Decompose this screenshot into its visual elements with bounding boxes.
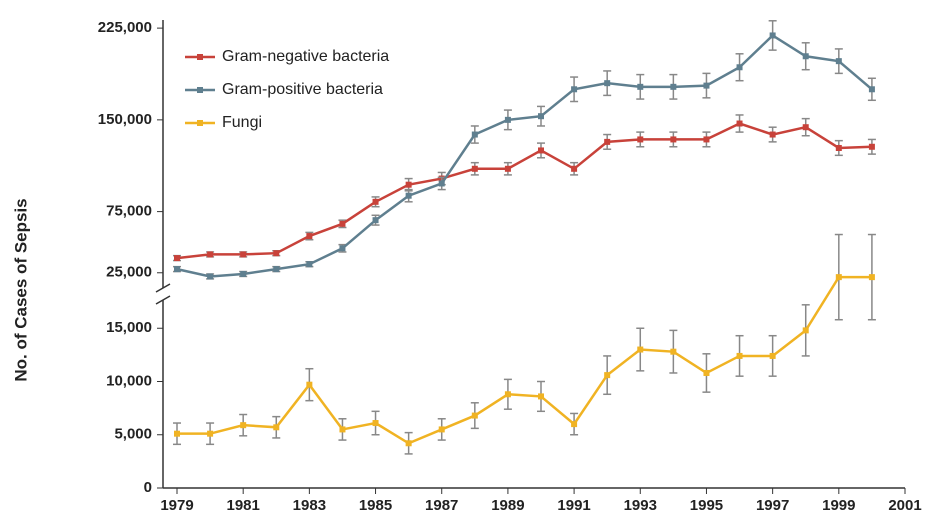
- data-point: [405, 181, 412, 188]
- legend-label: Fungi: [222, 114, 262, 131]
- data-point: [538, 147, 544, 154]
- data-point: [769, 352, 776, 359]
- data-point: [868, 274, 875, 281]
- data-point: [604, 372, 611, 379]
- series-line: [177, 275, 872, 445]
- data-point: [207, 273, 214, 280]
- data-point: [372, 198, 379, 205]
- x-tick-label: 1989: [491, 497, 524, 514]
- data-point: [471, 412, 478, 419]
- data-point: [571, 421, 578, 428]
- data-point: [504, 391, 511, 398]
- y-tick-label: 5,000: [114, 426, 152, 443]
- legend-label: Gram-positive bacteria: [222, 81, 383, 98]
- y-tick-label: 225,000: [98, 19, 152, 36]
- data-point: [802, 124, 809, 131]
- data-point: [670, 348, 677, 355]
- data-point: [339, 220, 346, 227]
- data-point: [240, 422, 247, 429]
- y-axis-label: No. of Cases of Sepsis: [11, 198, 30, 381]
- data-point: [604, 80, 611, 87]
- data-point: [769, 32, 776, 39]
- data-point: [703, 136, 710, 143]
- x-tick-label: 1983: [293, 497, 326, 514]
- data-point: [802, 327, 809, 334]
- data-point: [637, 83, 644, 90]
- data-point: [306, 233, 313, 240]
- data-point: [240, 270, 247, 277]
- data-point: [637, 346, 644, 353]
- data-point: [339, 245, 346, 252]
- y-tick-label: 0: [144, 479, 152, 496]
- data-point: [405, 440, 412, 447]
- data-point: [802, 53, 809, 60]
- data-point: [604, 138, 611, 145]
- axis-break: [155, 283, 171, 293]
- data-point: [339, 426, 346, 433]
- data-point: [736, 64, 743, 71]
- data-point: [835, 274, 842, 281]
- data-point: [471, 165, 478, 172]
- y-tick-label: 75,000: [106, 203, 152, 220]
- data-point: [835, 144, 842, 151]
- data-point: [372, 217, 379, 224]
- data-point: [703, 369, 710, 376]
- data-point: [571, 86, 578, 93]
- x-tick-label: 1987: [425, 497, 458, 514]
- data-point: [637, 136, 644, 143]
- x-tick-label: 1985: [359, 497, 392, 514]
- data-point: [868, 86, 875, 93]
- data-point: [273, 424, 280, 431]
- legend-marker: [197, 120, 203, 126]
- x-tick-label: 2001: [888, 497, 921, 514]
- y-tick-label: 25,000: [106, 264, 152, 281]
- data-point: [736, 120, 743, 127]
- x-tick-label: 1993: [624, 497, 657, 514]
- data-point: [703, 82, 710, 89]
- data-point: [306, 381, 313, 388]
- legend-marker: [197, 87, 203, 93]
- data-point: [571, 165, 578, 172]
- data-point: [306, 261, 313, 268]
- legend-label: Gram-negative bacteria: [222, 48, 389, 65]
- data-point: [405, 192, 412, 199]
- data-point: [736, 352, 743, 359]
- x-tick-label: 1999: [822, 497, 855, 514]
- data-point: [207, 251, 214, 258]
- data-point: [174, 255, 180, 262]
- y-tick-label: 150,000: [98, 111, 152, 128]
- data-point: [207, 430, 214, 437]
- series-line: [176, 122, 872, 260]
- y-tick-label: 15,000: [106, 319, 152, 336]
- data-point: [174, 430, 180, 437]
- data-point: [504, 116, 511, 123]
- x-tick-label: 1979: [160, 497, 193, 514]
- x-tick-label: 1995: [690, 497, 723, 514]
- data-point: [240, 251, 247, 258]
- data-point: [504, 165, 511, 172]
- data-point: [769, 131, 776, 138]
- data-point: [538, 113, 544, 120]
- x-tick-label: 1981: [226, 497, 259, 514]
- data-point: [174, 266, 180, 273]
- x-tick-label: 1991: [557, 497, 590, 514]
- data-point: [670, 136, 677, 143]
- series-line: [176, 33, 873, 278]
- y-tick-label: 10,000: [106, 372, 152, 389]
- data-point: [471, 131, 478, 138]
- data-point: [273, 250, 280, 257]
- data-point: [438, 426, 445, 433]
- x-tick-label: 1997: [756, 497, 789, 514]
- data-point: [538, 393, 544, 400]
- axis-break: [155, 295, 171, 305]
- data-point: [372, 420, 379, 427]
- data-point: [670, 83, 677, 90]
- data-point: [835, 58, 842, 65]
- data-point: [868, 143, 875, 150]
- data-point: [273, 266, 280, 273]
- data-point: [438, 180, 445, 187]
- legend-marker: [197, 54, 203, 60]
